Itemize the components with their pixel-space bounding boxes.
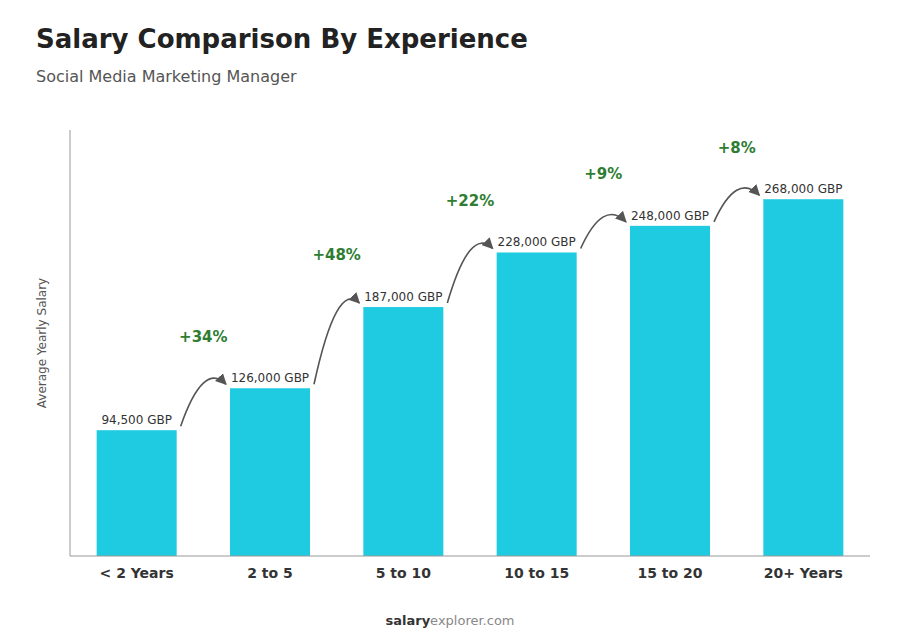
bar xyxy=(630,226,710,556)
x-tick-label: 10 to 15 xyxy=(504,565,569,581)
y-axis-line xyxy=(70,130,71,556)
subtitle: Social Media Marketing Manager xyxy=(36,67,297,86)
chart: Salary Comparison By Experience Social Me… xyxy=(0,0,900,641)
x-tick-label: 15 to 20 xyxy=(637,565,702,581)
annotation: +8% xyxy=(718,139,756,157)
data-label: 187,000 GBP xyxy=(364,290,442,304)
chart-container: Salary Comparison By Experience Social Me… xyxy=(0,0,900,641)
change-arrow xyxy=(447,243,492,303)
x-tick-label: 5 to 10 xyxy=(376,565,432,581)
x-axis-line xyxy=(70,556,870,557)
footer-part: salary xyxy=(385,613,430,628)
data-label: 126,000 GBP xyxy=(231,371,309,385)
bar xyxy=(97,430,177,556)
data-label: 248,000 GBP xyxy=(631,209,709,223)
footer-part: explorer.com xyxy=(430,613,514,628)
data-label: 228,000 GBP xyxy=(498,235,576,249)
change-arrow xyxy=(714,188,759,222)
annotation: +22% xyxy=(446,192,494,210)
bars xyxy=(97,199,844,556)
bar xyxy=(763,199,843,556)
annotation: +34% xyxy=(179,328,227,346)
bar xyxy=(230,388,310,556)
x-tick-label: < 2 Years xyxy=(100,565,174,581)
y-axis-label: Average Yearly Salary xyxy=(35,278,49,408)
x-tick-label: 20+ Years xyxy=(764,565,843,581)
bar xyxy=(363,307,443,556)
annotation: +48% xyxy=(312,246,360,264)
change-arrow xyxy=(314,299,359,384)
data-label: 268,000 GBP xyxy=(764,182,842,196)
bar xyxy=(497,252,577,556)
x-tick-label: 2 to 5 xyxy=(247,565,293,581)
title: Salary Comparison By Experience xyxy=(36,24,528,54)
change-arrow xyxy=(181,378,226,426)
data-label: 94,500 GBP xyxy=(101,413,172,427)
footer: salaryexplorer.com xyxy=(385,613,514,628)
change-arrow xyxy=(581,214,626,248)
annotation: +9% xyxy=(584,165,622,183)
